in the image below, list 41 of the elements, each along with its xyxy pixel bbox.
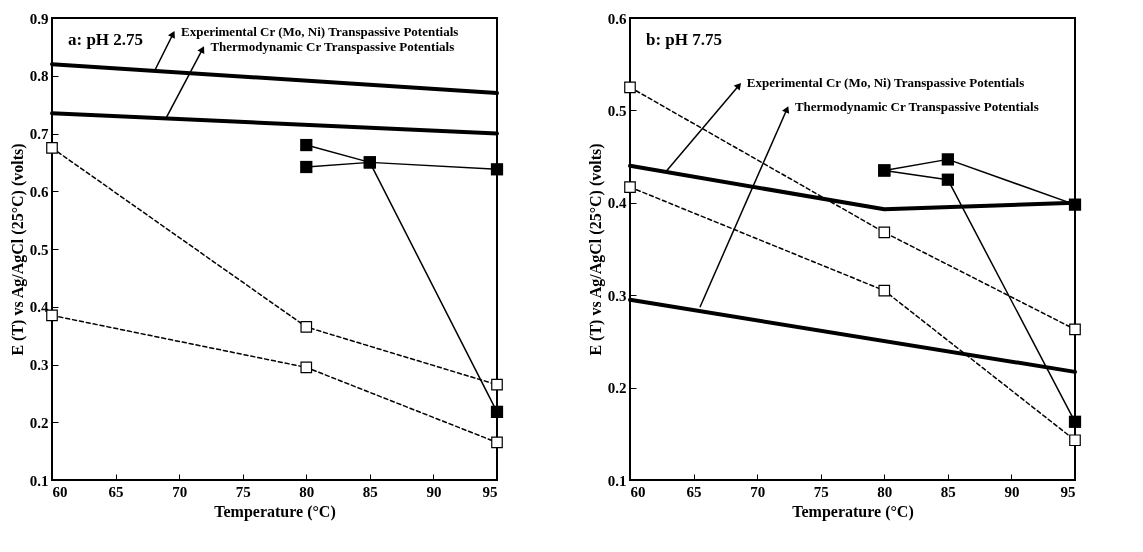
x-tick-label: 80 <box>877 483 893 500</box>
x-tick-label: 95 <box>1060 483 1076 500</box>
annotation: Experimental Cr (Mo, Ni) Transpassive Potentials <box>746 75 1025 91</box>
y-tick-label: 0.2 <box>607 380 627 397</box>
x-tick-label: 60 <box>630 483 646 500</box>
y-tick-label: 0.9 <box>29 10 49 27</box>
x-tick-label: 90 <box>1004 483 1020 500</box>
x-tick-label: 85 <box>940 483 956 500</box>
x-tick-label: 75 <box>235 483 251 500</box>
x-tick-label: 65 <box>686 483 702 500</box>
y-axis-title: E (T) vs Ag/AgCl (25°C) (volts) <box>586 143 605 356</box>
y-tick-label: 0.3 <box>607 287 627 304</box>
y-tick-label: 0.4 <box>29 299 49 316</box>
x-tick-label: 85 <box>362 483 378 500</box>
annotation: b: pH 7.75 <box>646 30 723 49</box>
y-tick-label: 0.8 <box>29 68 49 85</box>
y-tick-label: 0.1 <box>607 472 627 489</box>
y-tick-label: 0.7 <box>29 126 49 142</box>
y-tick-label: 0.6 <box>607 10 627 27</box>
x-tick-label: 75 <box>813 483 829 500</box>
y-axis-title: E (T) vs Ag/AgCl (25°C) (volts) <box>8 143 27 356</box>
annotation: Thermodynamic Cr Transpassive Potentials <box>210 39 455 55</box>
y-tick-label: 0.5 <box>29 241 49 258</box>
y-tick-label: 0.2 <box>29 414 49 431</box>
y-tick-label: 0.6 <box>29 183 49 200</box>
x-tick-label: 90 <box>426 483 442 500</box>
x-axis-title: Temperature (°C) <box>792 502 914 521</box>
x-tick-label: 60 <box>52 483 68 500</box>
y-tick-label: 0.1 <box>29 472 49 489</box>
y-tick-label: 0.3 <box>29 357 49 373</box>
annotation: Thermodynamic Cr Transpassive Potentials <box>794 99 1039 115</box>
x-tick-label: 65 <box>108 483 124 500</box>
y-tick-label: 0.5 <box>607 102 627 119</box>
annotation: Experimental Cr (Mo, Ni) Transpassive Potentials <box>180 23 459 39</box>
x-tick-label: 70 <box>172 483 188 500</box>
y-tick-label: 0.4 <box>607 195 627 212</box>
annotation: a: pH 2.75 <box>68 30 144 49</box>
x-tick-label: 80 <box>299 483 315 500</box>
x-tick-label: 95 <box>482 483 498 500</box>
x-tick-label: 70 <box>750 483 766 500</box>
x-axis-title: Temperature (°C) <box>214 502 336 521</box>
